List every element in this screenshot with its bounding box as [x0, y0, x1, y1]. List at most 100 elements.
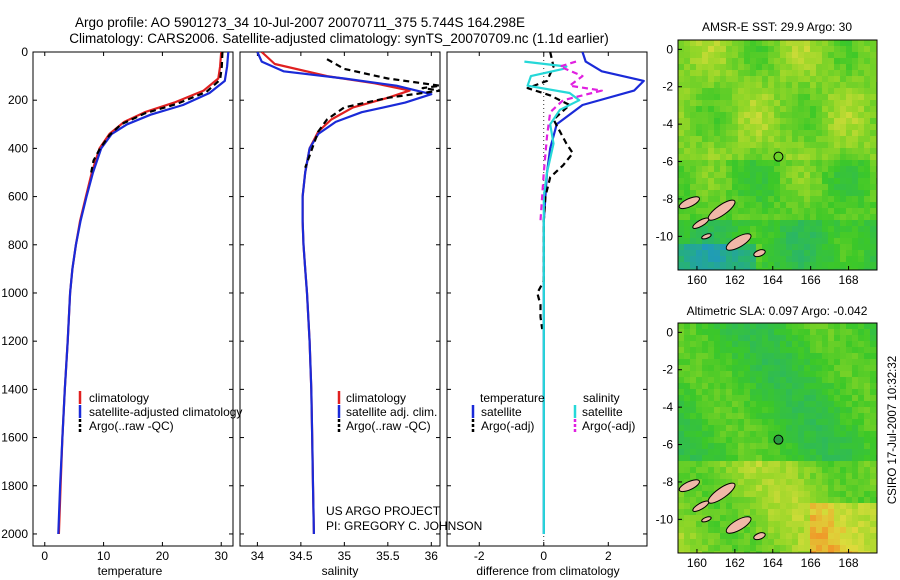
map-cell [846, 551, 853, 553]
salinity-xlabel: salinity [322, 564, 359, 578]
map-cell [780, 106, 787, 113]
map-cell [816, 341, 823, 348]
map-cell [732, 413, 739, 420]
map-cell [810, 329, 817, 336]
map-cell [852, 545, 859, 552]
island [753, 249, 766, 258]
map-cell [828, 94, 835, 101]
map-cell [696, 190, 703, 197]
map-cell [816, 479, 823, 486]
map-cell [786, 515, 793, 522]
map-cell [702, 94, 709, 101]
map-cell [858, 515, 865, 522]
map-cell [696, 238, 703, 245]
map-cell [708, 353, 715, 360]
map-cell [834, 238, 841, 245]
map-cell [840, 256, 847, 263]
map-cell [756, 443, 763, 450]
map-cell [762, 46, 769, 53]
map-cell [714, 172, 721, 179]
map-cell [744, 244, 751, 251]
map-cell [720, 244, 727, 251]
map-cell [864, 467, 871, 474]
map-cell [774, 106, 781, 113]
map-cell [852, 443, 859, 450]
map-cell [756, 527, 763, 534]
map-cell [726, 178, 733, 185]
map-cell [810, 497, 817, 504]
map-cell [750, 419, 757, 426]
map-cell [732, 166, 739, 173]
map-cell [720, 527, 727, 534]
map-cell [756, 40, 763, 47]
map-cell [786, 262, 793, 269]
map-cell [828, 371, 835, 378]
map-cell [798, 545, 805, 552]
map-cell [852, 359, 859, 366]
map-cell [732, 142, 739, 149]
map-cell [750, 52, 757, 59]
map-cell [750, 232, 757, 239]
sla-map [678, 323, 877, 553]
map-cell [720, 70, 727, 77]
map-cell [798, 515, 805, 522]
map-cell [822, 455, 829, 462]
map-cell [720, 232, 727, 239]
map-cell [720, 124, 727, 131]
map-cell [732, 94, 739, 101]
map-cell [750, 124, 757, 131]
map-cell [726, 118, 733, 125]
map-cell [708, 407, 715, 414]
map-cell [696, 431, 703, 438]
map-cell [858, 377, 865, 384]
map-cell [864, 46, 871, 53]
map-cell [678, 178, 685, 185]
map-cell [774, 250, 781, 257]
y-tick-label: -10 [656, 229, 674, 243]
map-cell [822, 238, 829, 245]
map-cell [696, 106, 703, 113]
map-cell [816, 539, 823, 546]
map-cell [846, 124, 853, 131]
map-cell [786, 365, 793, 372]
map-cell [792, 208, 799, 215]
map-cell [864, 148, 871, 155]
map-cell [756, 455, 763, 462]
y-tick-label: 1000 [1, 286, 28, 300]
map-cell [816, 142, 823, 149]
map-cell [738, 124, 745, 131]
map-cell [774, 407, 781, 414]
map-cell [756, 136, 763, 143]
map-cell [822, 232, 829, 239]
map-cell [684, 190, 691, 197]
map-cell [846, 353, 853, 360]
map-cell [738, 329, 745, 336]
map-cell [804, 190, 811, 197]
map-cell [792, 539, 799, 546]
salinity-ticks: 34 34.5 35 35.5 36 [240, 51, 440, 563]
map-cell [852, 407, 859, 414]
map-cell [762, 172, 769, 179]
map-cell [804, 64, 811, 71]
map-cell [762, 160, 769, 167]
map-cell [792, 395, 799, 402]
map-cell [852, 377, 859, 384]
map-cell [834, 40, 841, 47]
map-cell [792, 515, 799, 522]
map-cell [732, 124, 739, 131]
map-cell [744, 148, 751, 155]
map-cell [702, 329, 709, 336]
map-cell [678, 491, 685, 498]
map-cell [828, 335, 835, 342]
y-tick-label: 1800 [1, 479, 28, 493]
map-cell [702, 497, 709, 504]
map-cell [726, 347, 733, 354]
map-cell [762, 124, 769, 131]
map-cell [810, 268, 817, 270]
map-cell [870, 341, 877, 348]
map-cell [786, 190, 793, 197]
map-cell [828, 76, 835, 83]
map-cell [744, 485, 751, 492]
